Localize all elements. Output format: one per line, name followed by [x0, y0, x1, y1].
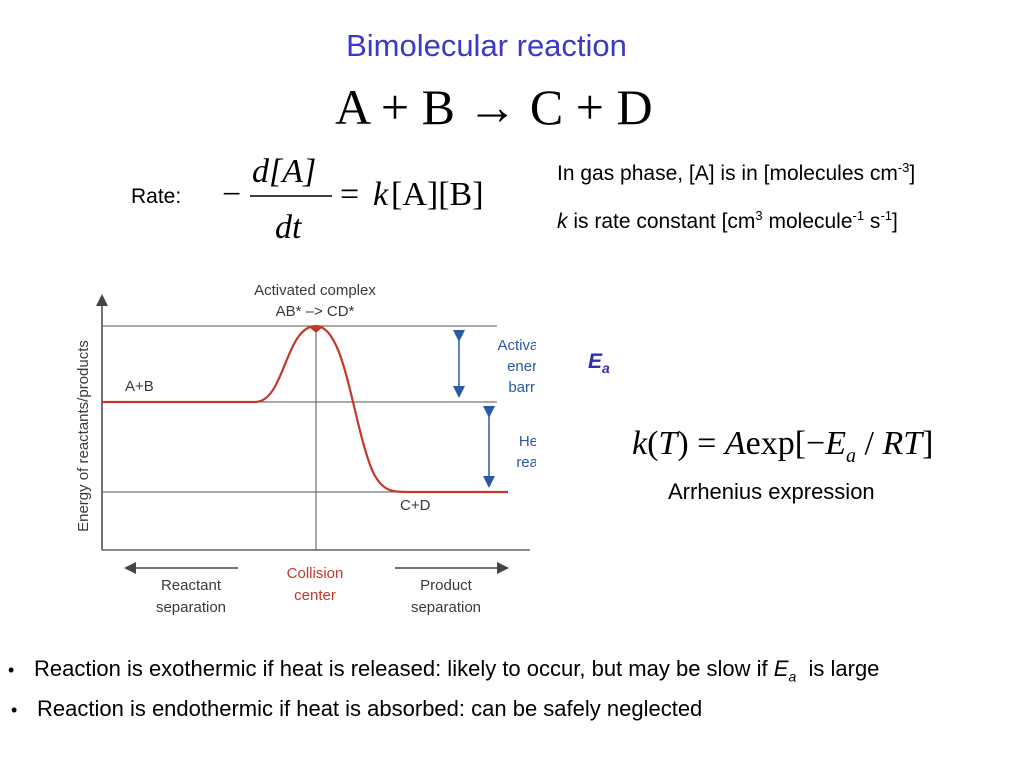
rate-denominator: dt: [275, 209, 303, 246]
bullet-tail: is large: [796, 656, 880, 681]
product-separation-label-2: separation: [411, 599, 481, 616]
rate-constant-symbol: k: [373, 176, 389, 213]
equals-sign: =: [340, 176, 359, 213]
reactants-label: A+B: [125, 378, 154, 395]
reactant-a: A: [335, 79, 369, 135]
product-d: D: [616, 79, 653, 135]
plus-sign: +: [380, 79, 410, 135]
collision-center-label-2: center: [294, 587, 336, 604]
bullet-ea-sub: a: [788, 668, 797, 685]
heat-of-reaction-label-2: reaction: [516, 454, 536, 471]
slide-title: Bimolecular reaction: [346, 28, 627, 63]
bullet-dot-icon: •: [8, 660, 15, 680]
arr-slash: /: [856, 425, 883, 462]
minus-sign: −: [222, 176, 241, 213]
k-text-1: is rate constant [cm: [567, 210, 756, 233]
energy-diagram: Energy of reactants/products Activated c…: [75, 282, 536, 616]
ea-label: Ea: [588, 350, 610, 376]
arr-exp: exp[: [745, 425, 807, 462]
arr-k: k: [632, 425, 648, 462]
k-exp-1: 3: [755, 208, 763, 223]
rate-equation: − d[A] dt = k [A][B]: [222, 153, 484, 246]
gas-phase-exponent: -3: [897, 160, 910, 175]
arr-A: A: [724, 425, 746, 462]
k-text-3: s: [864, 210, 881, 233]
reactant-separation-label-2: separation: [156, 599, 226, 616]
rate-constant-note: k is rate constant [cm3 molecule-1 s-1]: [557, 208, 898, 234]
peak-marker-icon: [308, 326, 324, 333]
bullet-text: Reaction is endothermic if heat is absor…: [37, 696, 703, 721]
gas-phase-close: ]: [909, 162, 916, 185]
k-close: ]: [892, 210, 898, 233]
activated-complex-label-2: AB* –> CD*: [276, 303, 355, 320]
energy-curve: [102, 324, 508, 494]
arr-a: a: [846, 444, 857, 467]
arr-E: E: [825, 425, 847, 462]
rate-concentrations: [A][B]: [391, 176, 484, 213]
reactant-separation-label-1: Reactant: [161, 577, 222, 594]
y-axis-label: Energy of reactants/products: [75, 340, 92, 532]
k-exp-3: -1: [880, 208, 892, 223]
heat-of-reaction-label-1: Heat of: [519, 433, 536, 450]
k-exp-2: -1: [852, 208, 865, 223]
reaction-equation: A + B → C + D: [335, 78, 653, 136]
ea-sub: a: [602, 360, 610, 377]
activation-barrier-label-2: energy: [507, 358, 536, 375]
k-symbol: k: [557, 210, 568, 233]
arrhenius-caption: Arrhenius expression: [668, 479, 875, 504]
arr-RT: RT: [882, 425, 923, 462]
product-c: C: [529, 79, 564, 135]
gas-phase-text: In gas phase, [A] is in [molecules cm: [557, 162, 898, 185]
activation-barrier-label-1: Activation: [497, 337, 536, 354]
reactant-b: B: [421, 79, 455, 135]
gas-phase-note: In gas phase, [A] is in [molecules cm-3]: [557, 160, 915, 186]
arrhenius-equation: k(T) = Aexp[−Ea / RT]: [632, 425, 934, 467]
bullet-ea: E: [773, 656, 789, 681]
products-label: C+D: [400, 497, 431, 514]
bullet-text: Reaction is exothermic if heat is releas…: [34, 656, 774, 681]
product-separation-label-1: Product: [420, 577, 473, 594]
rate-label: Rate:: [131, 185, 182, 208]
reaction-arrow-icon: →: [467, 79, 518, 135]
ea-main: E: [588, 350, 603, 373]
activated-complex-label-1: Activated complex: [254, 282, 376, 299]
arr-close: ]: [922, 425, 934, 462]
collision-center-label-1: Collision: [287, 565, 344, 582]
activation-barrier-label-3: barrier: [508, 379, 536, 396]
arr-minus: −: [806, 425, 826, 462]
arr-T: T: [658, 425, 678, 462]
rate-numerator: d[A]: [252, 153, 316, 190]
bullet-dot-icon: •: [11, 700, 18, 720]
k-text-2: molecule: [762, 210, 853, 233]
bullet-item: • Reaction is endothermic if heat is abso…: [11, 696, 702, 722]
bullet-item: • Reaction is exothermic if heat is relea…: [8, 656, 879, 684]
plus-sign: +: [575, 79, 604, 135]
